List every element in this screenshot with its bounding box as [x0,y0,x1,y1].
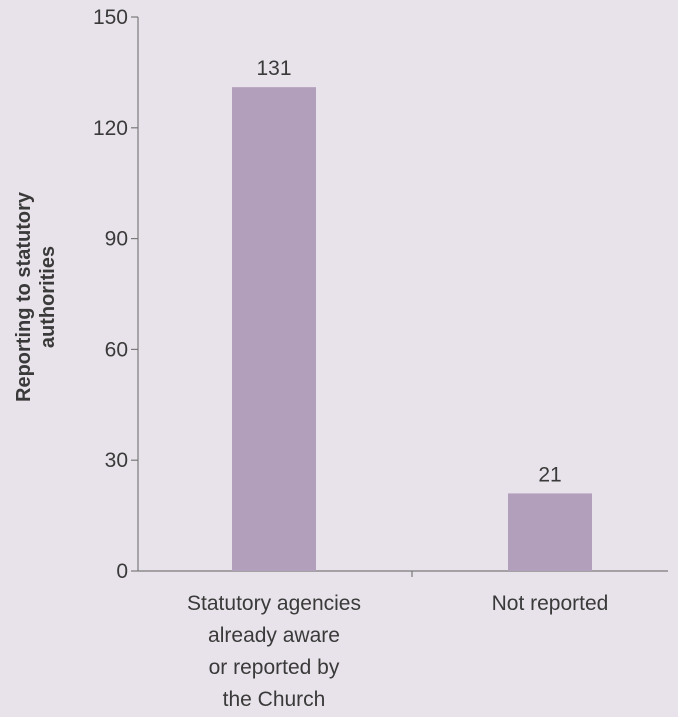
category-label: Statutory agencies [187,592,361,615]
y-axis: 0 30 60 90 120 150 [93,6,139,583]
data-labels: 131 21 [256,57,561,486]
category-label: already aware [208,624,340,647]
y-tick-label: 60 [105,338,128,361]
y-axis-title-line-1: Reporting to statutory [13,191,35,402]
y-tick-label: 120 [93,117,128,140]
y-axis-title-line-2: authorities [37,246,59,348]
data-label: 21 [538,463,561,486]
y-axis-title: Reporting to statutory authorities [13,191,59,402]
category-labels: Statutory agencies already aware or report… [187,592,608,711]
y-tick-label: 0 [116,560,128,583]
x-axis [138,570,668,577]
category-label: Not reported [492,592,609,615]
bar [508,493,592,571]
category-label: the Church [223,688,326,711]
y-tick-label: 30 [105,449,128,472]
category-label: or reported by [209,656,340,679]
bars [232,87,592,571]
data-label: 131 [256,57,291,80]
y-tick-label: 150 [93,6,128,29]
bar [232,87,316,571]
y-tick-label: 90 [105,228,128,251]
